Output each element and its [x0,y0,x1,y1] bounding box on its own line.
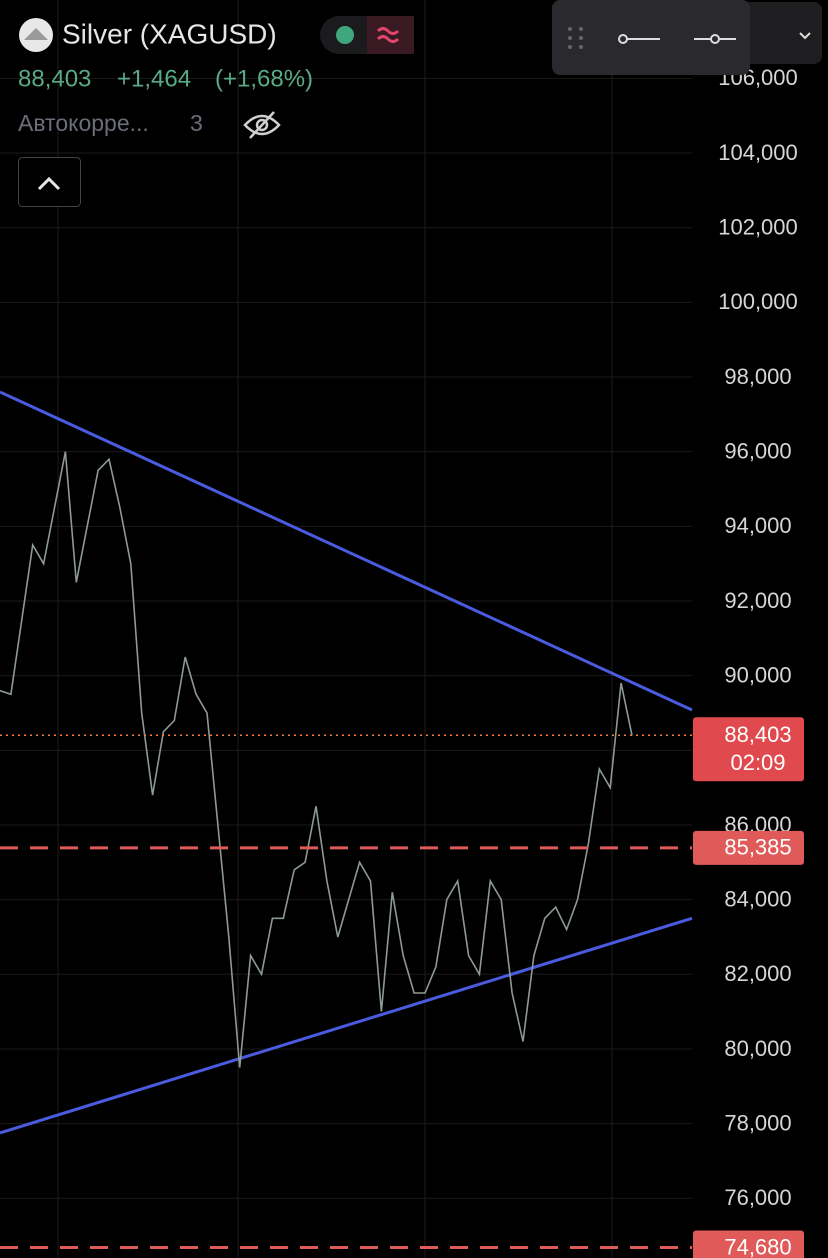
eye-strike [249,111,275,139]
price-line [0,451,633,1068]
y-tick-label: 98,000 [724,364,791,389]
y-tick-label: 92,000 [724,588,791,613]
drawing-toolbar [552,0,750,75]
dot [579,36,583,40]
price-change: +1,464 [117,65,191,92]
y-tick-label: 94,000 [724,513,791,538]
y-tick-label: 78,000 [724,1110,791,1135]
y-tick-label: 84,000 [724,886,791,911]
price-change-pct: (+1,68%) [215,65,313,92]
status-pill-right [367,16,414,54]
level-label-box [693,1230,804,1258]
dropdown-arrow [799,32,811,40]
tool-node [618,34,628,44]
symbol-title[interactable]: Silver (XAGUSD) [62,18,277,49]
last-price: 88,403 [18,65,91,92]
y-tick-label: 76,000 [724,1185,791,1210]
y-tick-label: 100,000 [718,289,798,314]
ray-tool[interactable] [694,34,736,44]
chevron-up [37,176,61,191]
y-tick-label: 102,000 [718,215,798,240]
y-tick-label: 82,000 [724,961,791,986]
level-label: 74,680 [724,1234,791,1258]
dot [579,27,583,31]
dot [568,36,572,40]
trend-line [0,916,693,1135]
dot [579,45,583,49]
symbol-icon-shape [24,28,48,40]
last-price-label: 88,403 [724,722,791,747]
y-tick-label: 90,000 [724,662,791,687]
hide-icon[interactable] [243,111,281,139]
indicator-count: 3 [190,110,203,136]
plot [0,390,693,1250]
dot [568,27,572,31]
collapse-button[interactable] [18,157,81,207]
level-label-box [693,830,804,865]
market-open-dot [336,26,354,44]
y-tick-label: 96,000 [724,438,791,463]
dropdown[interactable] [740,2,822,64]
eye-pupil [255,118,269,132]
countdown: 02:09 [730,750,785,775]
y-tick-label: 80,000 [724,1036,791,1061]
last-price-box [693,717,804,782]
dot [568,45,572,49]
line-tool[interactable] [618,34,660,44]
trend-line [0,390,693,712]
y-tick-label: 104,000 [718,140,798,165]
drag-handle[interactable] [568,27,583,49]
realtime-icon [376,27,400,43]
level-label: 85,385 [724,835,791,860]
grid [0,77,692,1199]
indicator-name[interactable]: Автокорре... [18,110,149,136]
tool-node [710,34,720,44]
